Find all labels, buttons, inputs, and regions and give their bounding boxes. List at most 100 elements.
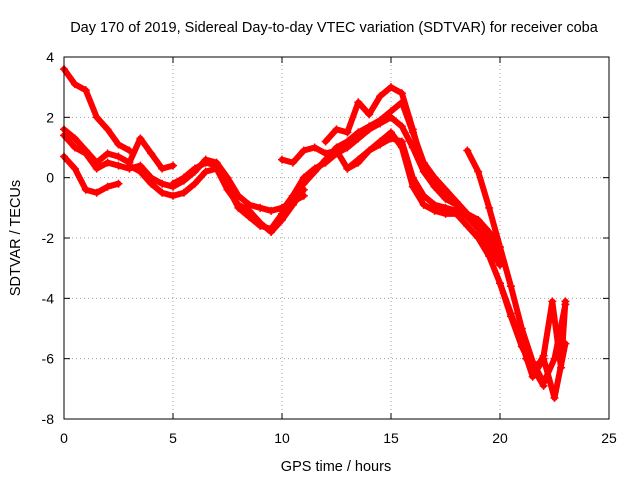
data-point [103, 149, 112, 158]
data-point [452, 209, 461, 218]
data-point [452, 200, 461, 209]
data-point [201, 167, 210, 176]
data-point [125, 161, 134, 170]
data-point [321, 137, 330, 146]
data-point [267, 206, 276, 215]
y-tick-label: 4 [46, 49, 54, 65]
data-point [343, 128, 352, 137]
x-tick-label: 10 [274, 430, 290, 446]
data-point [474, 167, 483, 176]
data-point [92, 188, 101, 197]
data-point [81, 185, 90, 194]
data-point [376, 137, 385, 146]
data-point [376, 92, 385, 101]
data-point [267, 224, 276, 233]
y-axis-label: SDTVAR / TECUs [8, 180, 24, 296]
data-point [441, 194, 450, 203]
data-point [310, 143, 319, 152]
data-point [463, 212, 472, 221]
data-point [365, 110, 374, 119]
data-point [397, 122, 406, 131]
data-point [463, 146, 472, 155]
data-point [354, 128, 363, 137]
y-tick-label: 0 [46, 170, 54, 186]
data-point [136, 167, 145, 176]
data-point [114, 140, 123, 149]
data-point [343, 137, 352, 146]
data-point [496, 243, 504, 252]
x-tick-label: 0 [60, 430, 68, 446]
series-track-1 [60, 65, 134, 155]
axes: 0 5 10 15 20 25 -8 -6 -4 -2 0 2 4 [42, 49, 617, 446]
data-point [419, 200, 428, 209]
data-point [190, 179, 199, 188]
data-point [103, 125, 112, 134]
series-track-9 [321, 83, 504, 270]
data-point [92, 164, 101, 173]
y-tick-label: -2 [42, 230, 55, 246]
data-point [354, 155, 363, 164]
data-point [397, 143, 406, 152]
data-point [387, 107, 395, 116]
x-tick-label: 5 [169, 430, 177, 446]
data-point [387, 83, 395, 92]
data-point [169, 191, 177, 200]
data-point [506, 282, 515, 291]
x-tick-label: 15 [383, 430, 399, 446]
data-point [528, 372, 537, 381]
data-point [517, 339, 526, 348]
data-point [354, 98, 363, 107]
data-point [92, 113, 101, 122]
data-point [463, 221, 472, 230]
data-point [103, 182, 112, 191]
data-point [256, 221, 265, 230]
data-point [223, 182, 232, 191]
data-point [70, 134, 79, 143]
data-point [70, 143, 79, 152]
data-point [397, 89, 406, 98]
data-point [103, 158, 112, 167]
data-point [288, 191, 297, 200]
data-point [561, 297, 570, 306]
data-point [201, 158, 210, 167]
data-point [158, 188, 167, 197]
data-point [430, 182, 439, 191]
x-axis-label: GPS time / hours [281, 459, 391, 475]
x-tick-label: 25 [601, 430, 617, 446]
data-point [158, 164, 167, 173]
data-point [321, 149, 330, 158]
data-point [169, 161, 177, 170]
y-tick-label: -8 [42, 411, 55, 427]
y-tick-label: -4 [42, 290, 55, 306]
data-point [310, 167, 319, 176]
data-point [169, 179, 177, 188]
data-point [387, 128, 395, 137]
data-point [506, 309, 515, 318]
data-point [485, 252, 494, 261]
data-series [60, 65, 570, 402]
data-point [70, 164, 79, 173]
data-point [441, 209, 450, 218]
series-track-13 [522, 297, 570, 375]
data-point [539, 351, 548, 360]
y-tick-label: -6 [42, 351, 55, 367]
data-point [179, 188, 188, 197]
data-point [441, 185, 450, 194]
chart-title: Day 170 of 2019, Sidereal Day-to-day VTE… [70, 20, 599, 36]
data-point [539, 378, 548, 387]
data-point [365, 146, 374, 155]
data-point [419, 164, 428, 173]
data-point [256, 203, 265, 212]
data-point [299, 146, 308, 155]
data-point [234, 203, 243, 212]
data-point [179, 173, 188, 182]
data-point [147, 179, 156, 188]
data-point [376, 116, 385, 125]
data-point [245, 212, 254, 221]
data-point [343, 164, 352, 173]
y-tick-label: 2 [46, 109, 54, 125]
data-point [147, 149, 156, 158]
data-point [299, 179, 308, 188]
